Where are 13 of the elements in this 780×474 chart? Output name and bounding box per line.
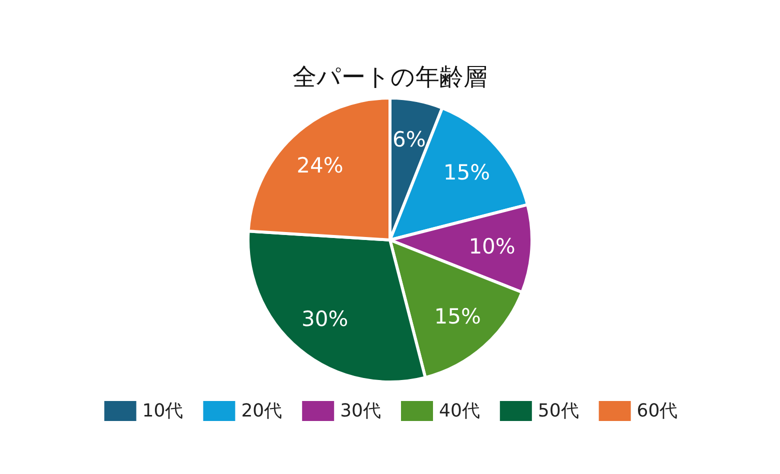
- data-label: 10%: [468, 234, 516, 258]
- chart-title: 全パートの年齢層: [292, 63, 488, 91]
- legend-label: 40代: [439, 400, 480, 422]
- data-label: 6%: [392, 128, 426, 152]
- legend-label: 30代: [340, 400, 381, 422]
- legend-label: 50代: [538, 400, 579, 422]
- data-label: 30%: [301, 306, 348, 331]
- legend-label: 20代: [241, 400, 282, 422]
- legend-label: 60代: [636, 400, 678, 422]
- data-label: 15%: [434, 304, 481, 329]
- legend-label: 10代: [142, 400, 184, 422]
- data-label: 24%: [296, 153, 344, 178]
- data-label: 15%: [443, 160, 490, 184]
